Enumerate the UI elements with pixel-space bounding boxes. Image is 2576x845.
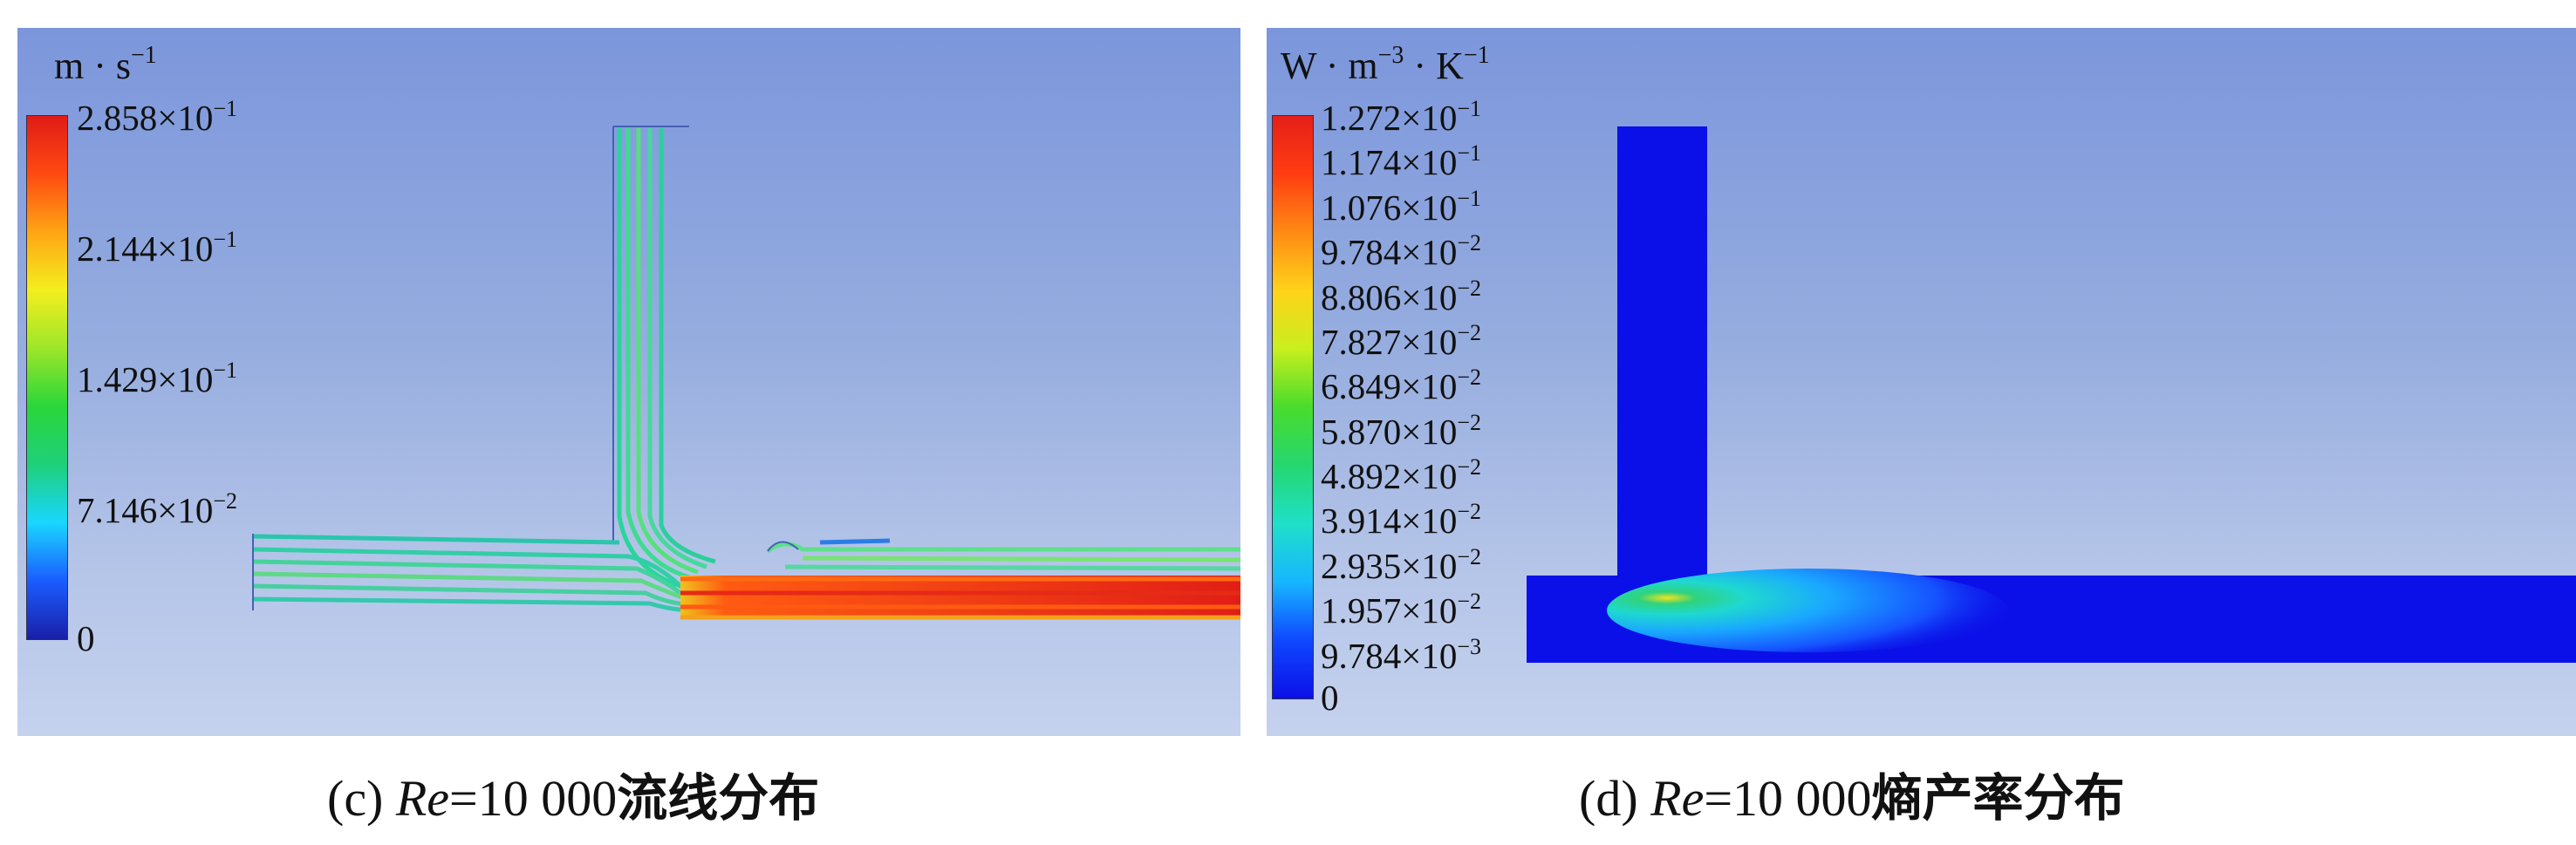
legend-tick-label: 0 [77,618,95,658]
legend-tick-label: 2.144×10−1 [77,227,238,269]
legend-tick-label: 2.858×10−1 [77,96,238,138]
legend-tick-label: 7.827×10−2 [1321,319,1482,362]
legend-tick-label: 9.784×10−3 [1321,633,1482,676]
caption-d: (d) Re=10 000熵产率分布 [1579,768,2125,828]
legend-tick-label: 1.957×10−2 [1321,589,1482,631]
t-junction-entropy-contour [1527,126,2576,663]
legend-tick-label: 0 [1321,678,1339,718]
entropy-contour-panel: W · m−3 · K−1 1.272×10−1 1.174×10−1 1.076×… [1267,28,2576,736]
legend-tick-label: 1.076×10−1 [1321,185,1482,228]
legend-tick-label: 6.849×10−2 [1321,365,1482,407]
branch-streamlines [617,128,1240,590]
entropy-color-legend [1272,115,1314,699]
legend-tick-label: 2.935×10−2 [1321,543,1482,586]
vertical-branch-contour [1617,126,1707,606]
caption-c: (c) Re=10 000流线分布 [327,768,820,828]
velocity-unit-label: m · s−1 [54,42,157,87]
legend-tick-label: 7.146×10−2 [77,488,238,530]
legend-tick-label: 1.429×10−1 [77,358,238,399]
legend-tick-label: 1.272×10−1 [1321,96,1482,138]
legend-tick-label: 8.806×10−2 [1321,275,1482,317]
entropy-hot-region [1607,569,2008,652]
streamline-plot-panel: m · s−1 2.858×10−1 2.144×10−1 1.429×10−1 7.… [17,28,1240,736]
legend-tick-label: 3.914×10−2 [1321,499,1482,542]
legend-tick-label: 1.174×10−1 [1321,140,1482,183]
t-junction-streamlines [252,126,1240,620]
outlet-high-velocity-core [680,576,1240,617]
outlet-upper-streamlines [766,538,1240,571]
legend-tick-label: 5.870×10−2 [1321,409,1482,452]
velocity-color-legend [26,115,68,640]
entropy-unit-label: W · m−3 · K−1 [1281,42,1490,87]
legend-tick-label: 9.784×10−2 [1321,230,1482,273]
outlet-streamlines [680,576,1240,620]
legend-tick-label: 4.892×10−2 [1321,454,1482,497]
